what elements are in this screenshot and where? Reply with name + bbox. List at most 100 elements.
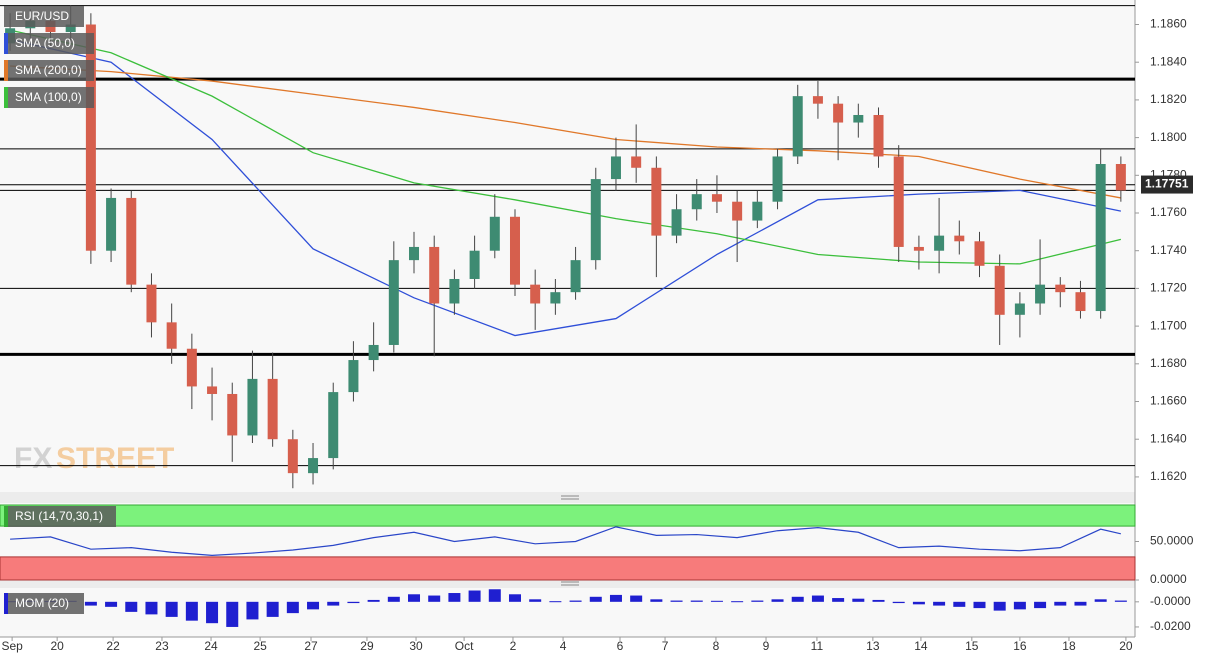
mom-bar (690, 600, 703, 602)
legend-swatch (4, 87, 8, 108)
candle-body (833, 103, 844, 123)
y-tick-label: -0.0200 (1150, 619, 1191, 633)
y-tick-label: 1.1720 (1150, 281, 1187, 295)
y-tick-label: 1.1800 (1150, 130, 1187, 144)
candle-body (429, 246, 440, 304)
candle-body (1055, 284, 1066, 293)
legend-label: SMA (50,0) (15, 36, 75, 50)
legend-swatch (4, 33, 8, 54)
x-tick-label: 14 (914, 639, 928, 653)
candle-body (570, 260, 581, 293)
mom-bar (1013, 601, 1026, 610)
candle-body (409, 246, 420, 261)
price-tag-label: 1.17751 (1145, 177, 1189, 191)
mom-bar (993, 601, 1006, 611)
candle-body (227, 393, 238, 436)
candle-body (449, 278, 460, 304)
x-tick-label: 20 (50, 639, 64, 653)
mom-bar (488, 589, 501, 602)
candle-body (509, 216, 520, 285)
candle-body (974, 241, 985, 266)
mom-bar (1034, 601, 1047, 609)
candle-body (65, 24, 76, 33)
x-tick-label: 13 (866, 639, 880, 653)
candle-body (287, 439, 298, 474)
candle-body (772, 156, 783, 202)
candle-body (853, 114, 864, 123)
x-tick-label: Oct (455, 639, 474, 653)
mom-bar (1114, 600, 1127, 602)
candle-body (752, 201, 763, 221)
y-tick-label: 1.1860 (1150, 17, 1187, 31)
candle-body (469, 250, 480, 279)
candle-body (732, 201, 743, 221)
y-tick-label: 1.1640 (1150, 431, 1187, 445)
mom-bar (852, 598, 865, 602)
main-panel (0, 0, 1135, 492)
mom-bar (791, 596, 804, 602)
mom-bar (650, 599, 663, 602)
mom-bar (367, 599, 380, 602)
x-tick-label: 20 (1119, 639, 1133, 653)
candle-body (267, 378, 278, 440)
candle-body (368, 344, 379, 361)
candle-body (893, 156, 904, 247)
mom-bar (1094, 599, 1107, 602)
legend-label: SMA (100,0) (15, 90, 82, 104)
candle-body (247, 378, 258, 436)
candle-body (691, 194, 702, 210)
mom-bar (408, 594, 421, 602)
mom-bar (428, 595, 441, 602)
legend-swatch (4, 593, 8, 614)
mom-bar (125, 601, 138, 612)
x-tick-label: 6 (617, 639, 624, 653)
mom-bar (105, 601, 118, 607)
candle-body (590, 179, 601, 261)
candle-body (1014, 303, 1025, 315)
candle-body (106, 197, 117, 251)
candle-body (711, 194, 722, 202)
mom-bar (589, 596, 602, 602)
candle-body (934, 235, 945, 251)
legend-label: SMA (200,0) (15, 63, 82, 77)
panel-divider[interactable] (0, 492, 1135, 503)
mom-bar (286, 601, 299, 614)
candle-body (85, 24, 96, 251)
candle-body (610, 156, 621, 180)
mom-bar (710, 600, 723, 602)
candle-body (348, 360, 359, 393)
x-tick-label: 27 (304, 639, 318, 653)
y-tick-label: 50.0000 (1150, 534, 1194, 548)
candle-body (530, 284, 541, 304)
mom-bar (84, 601, 97, 606)
x-tick-label: 7 (662, 639, 669, 653)
mom-bar (912, 601, 925, 605)
candle-body (126, 197, 137, 285)
mom-bar (246, 601, 259, 620)
legend-box (4, 87, 94, 108)
x-tick-label: 30 (409, 639, 423, 653)
plot-layer: FX STREET 1.1620 1.1640 1.1660 1.1680 1.1700 1.… (0, 5, 1194, 653)
x-tick-label: 16 (1013, 639, 1027, 653)
legend-swatch (4, 506, 8, 527)
mom-bar (630, 595, 643, 602)
x-tick-label: 22 (106, 639, 120, 653)
candle-body (489, 216, 500, 251)
y-tick-label: -0.0000 (1150, 594, 1191, 608)
mom-bar (872, 599, 885, 602)
y-tick-label: 1.1660 (1150, 394, 1187, 408)
candle-body (328, 392, 339, 459)
x-tick-label: 18 (1062, 639, 1076, 653)
mom-bar (1054, 601, 1067, 606)
candle-body (207, 386, 218, 394)
mom-bar (387, 596, 400, 602)
candle-body (146, 284, 157, 323)
candle-body (812, 96, 823, 104)
mom-bar (811, 595, 824, 602)
mom-bar (226, 601, 239, 627)
candle-body (1035, 284, 1046, 304)
mom-bar (892, 601, 905, 604)
panel-divider[interactable] (0, 580, 1135, 588)
mom-bar (206, 601, 219, 624)
candle-body (1075, 292, 1086, 312)
